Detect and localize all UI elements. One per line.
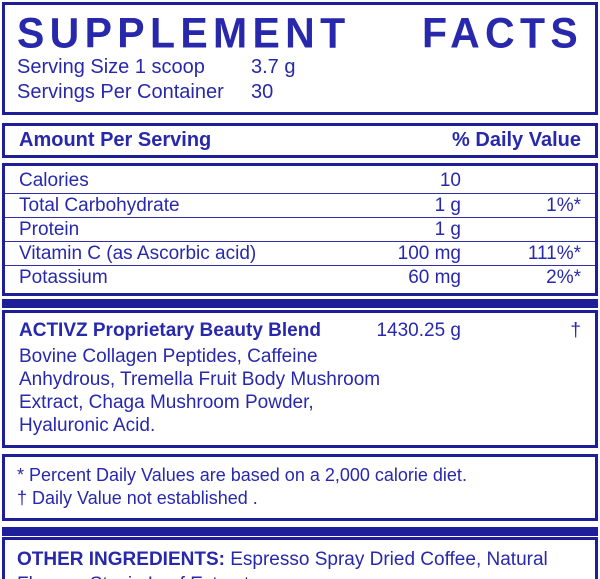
spacer — [2, 115, 598, 123]
page-title: SUPPLEMENT FACTS — [17, 9, 583, 57]
blend-name: ACTIVZ Proprietary Beauty Blend — [19, 319, 321, 341]
serving-size-row: Serving Size 1 scoop 3.7 g — [17, 55, 583, 80]
servings-per-container-value: 30 — [251, 81, 274, 103]
other-ingredients-label: OTHER INGREDIENTS: — [17, 549, 225, 570]
blend-dv-dagger: † — [570, 319, 581, 341]
serving-size-value: 3.7 g — [251, 56, 296, 78]
nutrient-amount: 60 mg — [408, 266, 461, 288]
footnotes-section: * Percent Daily Values are based on a 2,… — [2, 454, 598, 521]
separator-bar — [2, 527, 598, 536]
nutrient-dv: 2%* — [546, 266, 581, 288]
serving-size-label: Serving Size 1 scoop — [17, 56, 205, 78]
nutrient-name: Vitamin C (as Ascorbic acid) — [19, 242, 257, 264]
nutrient-name: Calories — [19, 170, 89, 191]
blend-amount: 1430.25 g — [376, 319, 461, 341]
title-word-facts: FACTS — [421, 9, 583, 57]
separator-bar — [2, 299, 598, 308]
nutrient-name: Potassium — [19, 266, 108, 288]
table-row-calories: Calories 10 — [5, 169, 595, 193]
footnote-not-established: † Daily Value not established . — [17, 488, 258, 508]
title-word-supplement: SUPPLEMENT — [17, 9, 351, 57]
nutrient-dv: 1%* — [546, 194, 581, 216]
nutrient-dv: 111%* — [527, 242, 581, 264]
table-row-total-carbohydrate: Total Carbohydrate 1 g 1%* — [5, 193, 595, 217]
table-header-row: Amount Per Serving % Daily Value — [2, 123, 598, 158]
nutrient-amount: 1 g — [434, 218, 461, 240]
amount-per-serving-header: Amount Per Serving — [19, 129, 212, 151]
nutrients-table: Calories 10 Total Carbohydrate 1 g 1%* P… — [2, 163, 598, 296]
table-row-protein: Protein 1 g — [5, 217, 595, 241]
other-ingredients-text: Espresso Spray Dried Coffee, Natural Fla… — [17, 549, 548, 579]
table-row-vitamin-c: Vitamin C (as Ascorbic acid) 100 mg 111%… — [5, 241, 595, 265]
blend-ingredients-text: Bovine Collagen Peptides, Caffeine Anhyd… — [19, 346, 381, 436]
blend-header-row: ACTIVZ Proprietary Beauty Blend 1430.25 … — [19, 318, 581, 343]
footnote-daily-values: * Percent Daily Values are based on a 2,… — [17, 465, 467, 485]
servings-per-container-label: Servings Per Container — [17, 81, 224, 103]
header-section: SUPPLEMENT FACTS Serving Size 1 scoop 3.… — [2, 2, 598, 115]
servings-per-container-row: Servings Per Container 30 — [17, 80, 583, 105]
nutrient-amount: 1 g — [434, 194, 461, 216]
daily-value-header: % Daily Value — [452, 129, 581, 151]
nutrient-amount: 100 mg — [397, 242, 461, 264]
other-ingredients-section: OTHER INGREDIENTS: Espresso Spray Dried … — [2, 537, 598, 579]
nutrient-name: Protein — [19, 218, 80, 240]
proprietary-blend-section: ACTIVZ Proprietary Beauty Blend 1430.25 … — [2, 310, 598, 448]
table-row-potassium: Potassium 60 mg 2%* — [5, 265, 595, 289]
nutrient-amount: 10 — [439, 170, 461, 191]
nutrient-name: Total Carbohydrate — [19, 194, 180, 216]
